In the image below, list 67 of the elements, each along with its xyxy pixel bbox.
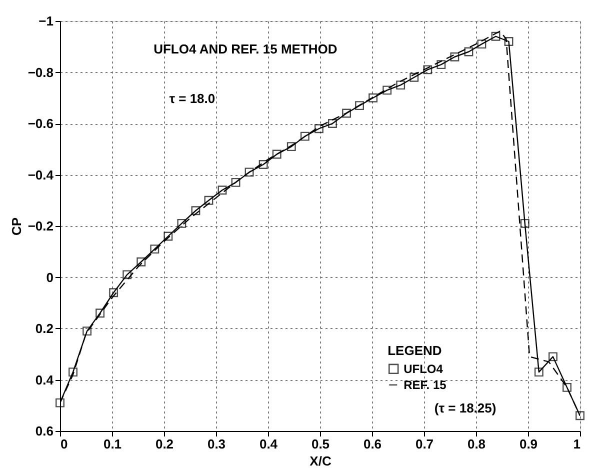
x-tick-label: 0.2 [155, 436, 174, 452]
text: UFLO4 AND REF. 15 METHOD [154, 42, 338, 57]
x-tick-label: 0.1 [103, 436, 122, 452]
y-tick-label: −0.6 [28, 116, 54, 131]
point [477, 40, 486, 49]
x-tick-label: 0.6 [363, 436, 382, 452]
y-axis-title: CP [8, 217, 24, 236]
point [314, 124, 324, 134]
point [464, 47, 474, 56]
point [342, 108, 351, 118]
point [68, 368, 78, 377]
point [231, 178, 240, 187]
point [520, 218, 530, 228]
point [423, 65, 432, 74]
point [96, 308, 105, 318]
point [576, 411, 584, 420]
x-axis-title: X/C [310, 454, 332, 468]
annotation: τ = 18.0 [169, 90, 216, 106]
x-tick-label: 1 [573, 436, 580, 452]
y-tick-label: −0.4 [28, 167, 54, 182]
point [164, 232, 173, 241]
y-tick-label: −0.8 [28, 64, 54, 80]
point [396, 80, 406, 90]
y-tick-label: −0.2 [28, 218, 54, 234]
x-tick-label: 0.7 [415, 436, 434, 452]
x-tick-label: 0.9 [519, 436, 538, 452]
legend-title: LEGEND [388, 342, 442, 358]
point [258, 160, 268, 169]
y-tick-label: 0.2 [35, 321, 54, 336]
point [534, 368, 544, 377]
point [491, 32, 500, 41]
point [177, 218, 186, 228]
x-tick-label: 0.4 [259, 436, 278, 452]
y-tick-label: 0.4 [35, 372, 54, 388]
y-tick-label: 0 [46, 270, 54, 285]
point [244, 168, 254, 177]
point [436, 60, 446, 70]
point [328, 119, 337, 128]
point [410, 72, 419, 82]
point [272, 150, 282, 159]
point [136, 257, 146, 266]
point [300, 132, 310, 141]
point [191, 206, 200, 216]
point [562, 382, 572, 392]
x-tick-label: 0.5 [311, 436, 330, 452]
point [218, 186, 227, 195]
point [82, 326, 92, 336]
x-tick-label: 0.3 [207, 436, 226, 452]
point [204, 196, 214, 205]
point [122, 270, 132, 280]
point [286, 142, 296, 152]
y-tick-label: −1 [38, 14, 54, 28]
x-tick-label: 0.8 [467, 436, 486, 452]
point [150, 244, 160, 254]
annotation: (τ = 18.25) [434, 400, 496, 416]
point [382, 86, 392, 95]
y-tick-label: 0.6 [35, 424, 54, 438]
point [56, 398, 64, 408]
point [548, 352, 558, 362]
point [355, 101, 364, 110]
x-tick-label: 0 [60, 436, 68, 452]
point [368, 93, 378, 102]
legend-label: UFLO4 [404, 362, 444, 376]
point [504, 37, 514, 46]
point [450, 52, 460, 62]
point [109, 288, 118, 298]
legend-label: REF. 15 [404, 378, 447, 392]
